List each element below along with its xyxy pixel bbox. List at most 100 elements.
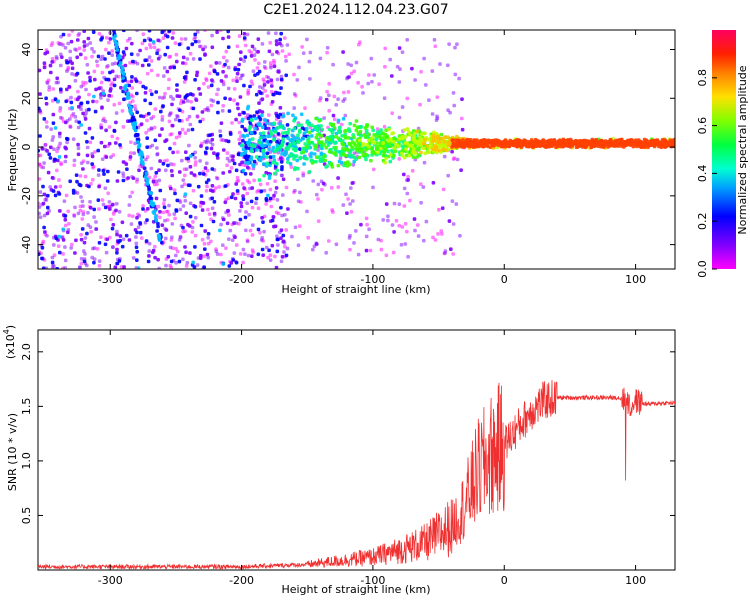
heatmap-cell <box>274 161 279 166</box>
heatmap-cell <box>305 37 309 42</box>
heatmap-cell <box>272 224 276 229</box>
heatmap-cell <box>222 148 226 152</box>
heatmap-cell <box>132 151 136 155</box>
heatmap-cell <box>247 213 251 217</box>
heatmap-cell <box>182 80 187 84</box>
heatmap-cell <box>660 144 664 149</box>
heatmap-cell <box>51 87 55 91</box>
heatmap-cell <box>249 54 254 58</box>
heatmap-cell <box>191 260 195 265</box>
heatmap-cell <box>88 75 92 80</box>
heatmap-cell <box>394 219 399 223</box>
heatmap-cell <box>140 236 144 240</box>
heatmap-cell <box>293 188 297 193</box>
heatmap-cell <box>395 64 400 69</box>
heatmap-cell <box>161 104 165 108</box>
heatmap-cell <box>89 230 93 234</box>
heatmap-cell <box>46 205 50 210</box>
heatmap-cell <box>616 141 620 146</box>
heatmap-cell <box>100 105 104 110</box>
heatmap-cell <box>174 209 179 213</box>
heatmap-cell <box>52 243 56 247</box>
heatmap-cell <box>185 99 190 103</box>
heatmap-cell <box>151 250 155 255</box>
heatmap-cell <box>261 77 266 82</box>
heatmap-cell <box>259 189 264 193</box>
heatmap-cell <box>267 126 271 131</box>
heatmap-cell <box>280 141 285 145</box>
heatmap-cell <box>416 148 421 152</box>
heatmap-cell <box>200 237 205 242</box>
heatmap-cell <box>262 162 266 166</box>
heatmap-cell <box>154 90 158 94</box>
heatmap-cell <box>303 142 307 146</box>
heatmap-cell <box>145 218 149 222</box>
heatmap-cell <box>210 33 214 38</box>
heatmap-cell <box>41 201 46 206</box>
heatmap-cell <box>193 35 197 39</box>
heatmap-cell <box>250 149 254 154</box>
heatmap-cell <box>103 144 107 149</box>
heatmap-cell <box>341 99 345 103</box>
heatmap-cell <box>260 155 264 160</box>
heatmap-cell <box>275 147 279 152</box>
heatmap-cell <box>48 63 53 68</box>
heatmap-cell <box>378 134 382 139</box>
heatmap-cell <box>226 35 231 39</box>
heatmap-cell <box>410 169 415 173</box>
heatmap-cell <box>413 228 417 233</box>
heatmap-cell <box>163 91 167 96</box>
heatmap-cell <box>177 118 182 123</box>
heatmap-cell <box>61 32 66 37</box>
heatmap-cell <box>243 43 248 48</box>
heatmap-cell <box>82 30 86 33</box>
heatmap-cell <box>354 60 359 65</box>
heatmap-cell <box>153 138 158 143</box>
heatmap-cell <box>206 241 211 246</box>
heatmap-cell <box>392 153 396 158</box>
heatmap-cell <box>442 154 447 159</box>
heatmap-cell <box>195 70 199 75</box>
heatmap-cell <box>650 143 655 147</box>
heatmap-cell <box>107 200 112 204</box>
heatmap-cell <box>129 52 134 56</box>
heatmap-cell <box>357 138 362 143</box>
heatmap-cell <box>228 132 233 136</box>
heatmap-cell <box>150 92 154 97</box>
heatmap-cell <box>47 152 51 157</box>
y-tick-label: 20 <box>20 91 33 105</box>
heatmap-cell <box>235 44 240 49</box>
heatmap-cell <box>99 38 103 42</box>
heatmap-cell <box>122 53 127 57</box>
heatmap-cell <box>141 204 145 208</box>
heatmap-cell <box>440 206 445 210</box>
heatmap-cell <box>94 87 98 92</box>
heatmap-cell <box>427 98 431 102</box>
heatmap-cell <box>370 150 375 155</box>
heatmap-cell <box>193 163 198 167</box>
heatmap-cell <box>142 38 147 43</box>
heatmap-cell <box>280 255 285 259</box>
heatmap-cell <box>107 93 111 98</box>
heatmap-cell <box>284 228 288 232</box>
heatmap-cell <box>455 42 459 46</box>
heatmap-cell <box>196 184 201 189</box>
heatmap-cell <box>345 164 350 168</box>
heatmap-cell <box>356 252 361 257</box>
heatmap-cell <box>274 31 278 36</box>
heatmap-cell <box>120 244 125 249</box>
snr-x-ticks: -300 -200 -100 0 100 <box>98 330 646 587</box>
heatmap-cell <box>275 198 280 202</box>
y-tick-label: 0 <box>20 144 33 151</box>
heatmap-cell <box>460 116 464 121</box>
heatmap-cell <box>314 116 318 121</box>
heatmap-cell <box>153 255 157 260</box>
heatmap-cell <box>316 182 321 187</box>
heatmap-cell <box>236 106 240 111</box>
heatmap-cell <box>61 43 65 47</box>
heatmap-cell <box>359 125 363 129</box>
heatmap-cell <box>238 209 242 213</box>
heatmap-cell <box>135 30 139 33</box>
heatmap-cell <box>273 254 277 259</box>
heatmap-cell <box>234 260 239 265</box>
